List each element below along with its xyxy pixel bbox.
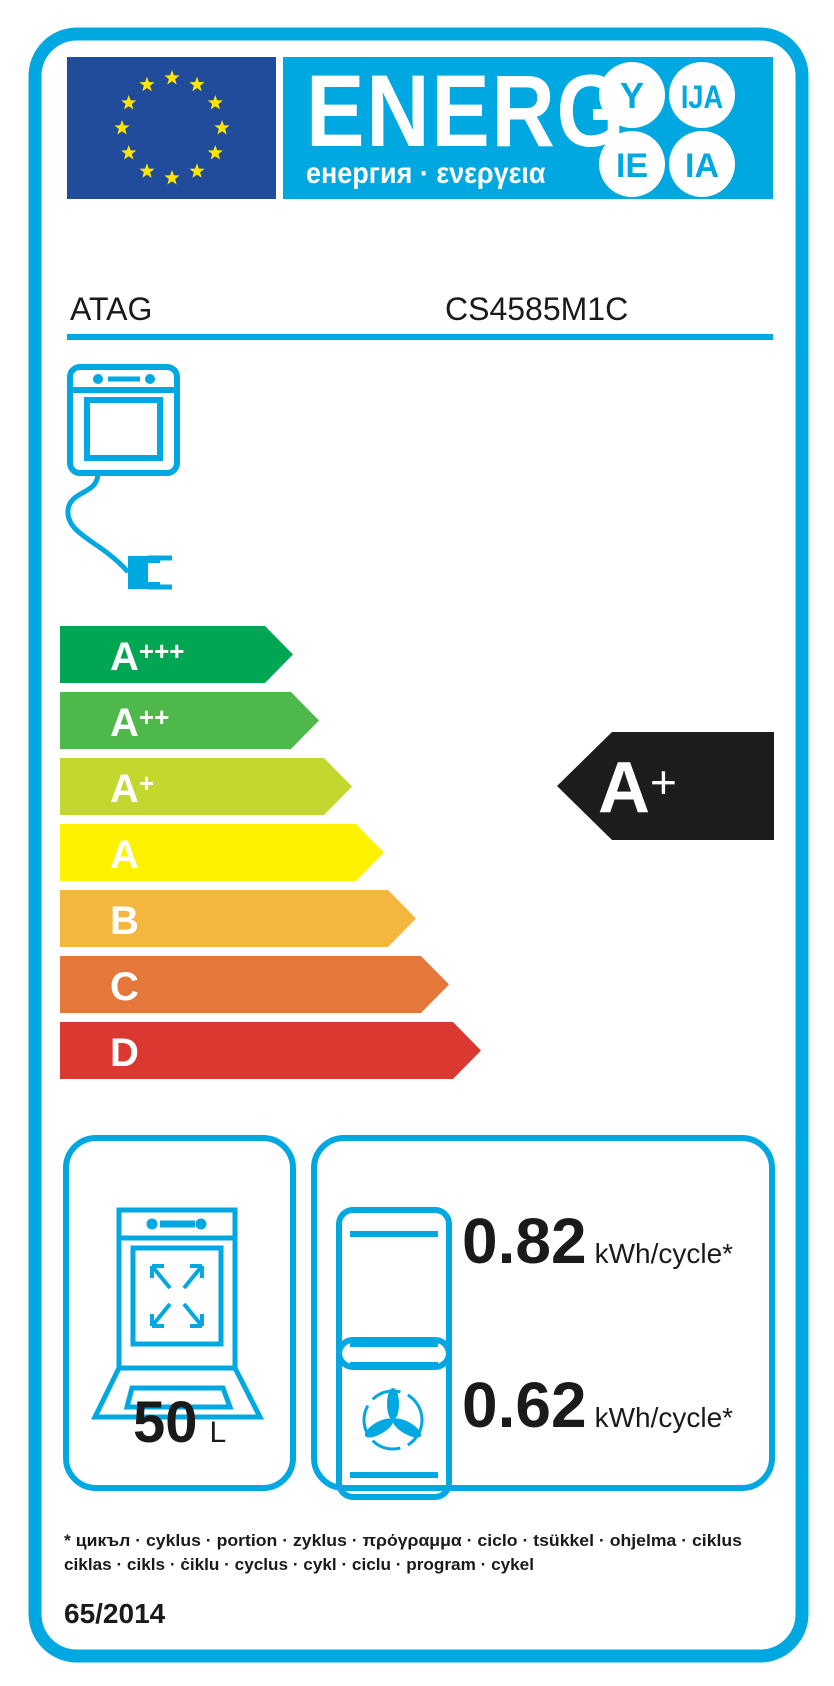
svg-text:D: D — [110, 1031, 139, 1075]
svg-text:IJA: IJA — [681, 80, 723, 116]
energy-class-arrow — [60, 626, 293, 683]
conventional-consumption-unit: kWh/cycle* — [595, 1238, 734, 1269]
svg-text:IE: IE — [616, 147, 648, 185]
eu-star-icon — [214, 120, 230, 135]
svg-text:A+: A+ — [598, 748, 677, 828]
eu-star-icon — [189, 163, 205, 178]
suffix-y: Y — [599, 62, 665, 128]
energy-class-letter: A — [110, 833, 139, 877]
svg-text:A++: A++ — [110, 701, 169, 745]
svg-text:A+: A+ — [110, 767, 154, 811]
conventional-heating-icon — [336, 1207, 452, 1370]
energy-class-letter: D — [110, 1031, 139, 1075]
suffix-ie: IE — [599, 131, 665, 197]
header-subtitle: енергия · ενεργεια — [306, 157, 546, 191]
energy-class-arrow — [60, 824, 384, 881]
energy-class-arrow — [60, 890, 416, 947]
fan-forced-heating-icon — [336, 1337, 452, 1500]
energy-class-bar: A+ — [60, 758, 352, 815]
footnote-line-2: ciklas · cikls · ċiklu · cyclus · cykl ·… — [64, 1555, 534, 1574]
rating-letter: A — [598, 748, 650, 828]
electric-oven-icon — [65, 364, 180, 590]
energy-class-bar: A+++ — [60, 626, 293, 683]
volume-value: 50 — [133, 1390, 198, 1455]
energy-class-arrow — [60, 692, 319, 749]
supplier-name: ATAG — [70, 291, 152, 327]
svg-text:Y: Y — [620, 75, 644, 116]
svg-text:50L: 50 L — [133, 1390, 226, 1455]
consumption-box — [311, 1135, 775, 1491]
eu-star-icon — [164, 170, 180, 185]
rating-indicator: A+ — [557, 732, 774, 840]
suffix-ia: IA — [669, 131, 735, 197]
label-frame — [28, 27, 809, 1663]
energy-class-arrow — [60, 956, 449, 1013]
fan-consumption-unit: kWh/cycle* — [595, 1402, 734, 1433]
energy-class-arrow — [60, 1022, 481, 1079]
svg-text:C: C — [110, 965, 139, 1009]
svg-text:A+++: A+++ — [110, 635, 184, 679]
rating-plus: + — [650, 756, 677, 808]
eu-star-icon — [139, 76, 155, 92]
eu-star-icon — [164, 70, 180, 85]
fan-consumption-value: 0.62 — [462, 1369, 587, 1441]
energy-class-plus: +++ — [139, 636, 185, 666]
eu-star-icon — [207, 95, 223, 110]
footnote-line-1: * цикъл · cyklus · portion · zyklus · πρ… — [64, 1531, 742, 1550]
volume-unit: L — [210, 1416, 227, 1449]
header-title: ENERG — [306, 55, 626, 169]
conventional-consumption-value: 0.82 — [462, 1205, 587, 1277]
svg-text:B: B — [110, 899, 139, 943]
energy-class-letter: A — [110, 701, 139, 745]
eu-flag-icon — [67, 57, 276, 199]
energy-class-arrow — [60, 758, 352, 815]
energy-header: ENERG енергия · ενεργεια Y IJA IE IA — [283, 55, 773, 199]
eu-star-icon — [121, 145, 137, 160]
energy-class-bar: C — [60, 956, 449, 1013]
svg-text:IA: IA — [685, 147, 719, 185]
model-identifier: CS4585M1C — [445, 291, 628, 327]
oven-cavity-icon — [90, 1207, 265, 1420]
energy-class-bar: A++ — [60, 692, 319, 749]
regulation-number: 65/2014 — [64, 1598, 166, 1629]
energy-class-bar: A — [60, 824, 384, 881]
svg-text:A: A — [110, 833, 139, 877]
eu-star-icon — [207, 145, 223, 160]
energy-class-letter: A — [110, 767, 139, 811]
eu-star-icon — [121, 95, 137, 110]
energy-class-letter: B — [110, 899, 139, 943]
eu-star-icon — [139, 163, 155, 178]
energy-class-bar: B — [60, 890, 416, 947]
suffix-ija: IJA — [669, 62, 735, 128]
energy-class-plus: + — [139, 768, 154, 798]
energy-class-letter: C — [110, 965, 139, 1009]
eu-star-icon — [114, 120, 130, 135]
eu-star-icon — [189, 76, 205, 92]
volume-box — [63, 1135, 296, 1491]
divider — [67, 334, 773, 340]
energy-class-bar: D — [60, 1022, 481, 1079]
energy-class-letter: A — [110, 635, 139, 679]
energy-class-plus: ++ — [139, 702, 169, 732]
